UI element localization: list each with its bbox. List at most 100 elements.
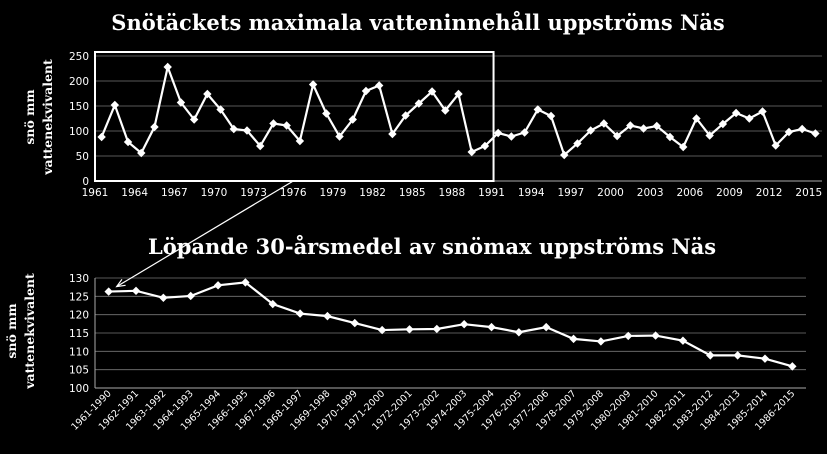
top-data-point bbox=[295, 136, 305, 146]
top-data-point bbox=[811, 129, 820, 138]
top-data-point bbox=[110, 100, 120, 110]
bottom-data-point bbox=[706, 351, 715, 360]
top-data-point bbox=[705, 131, 714, 140]
top-y-tick-label: 250 bbox=[69, 51, 89, 63]
top-data-point bbox=[163, 62, 172, 72]
bottom-data-point bbox=[350, 318, 359, 328]
top-data-point bbox=[401, 111, 410, 120]
top-data-point bbox=[123, 137, 133, 147]
top-data-point bbox=[374, 81, 384, 90]
bottom-data-point bbox=[733, 351, 742, 360]
top-y-tick-label: 100 bbox=[69, 126, 89, 138]
bottom-plot-area: 1001051101151201251301961-19901962-19911… bbox=[69, 180, 806, 433]
top-data-point bbox=[784, 127, 794, 137]
bottom-data-point bbox=[241, 278, 250, 287]
bottom-data-point bbox=[323, 311, 332, 321]
bottom-y-tick-label: 120 bbox=[69, 310, 89, 322]
top-data-point bbox=[388, 129, 397, 139]
bottom-chart-title: Löpande 30-årsmedel av snömax uppströms … bbox=[148, 234, 716, 259]
top-data-point bbox=[137, 148, 146, 158]
top-x-tick-label: 1994 bbox=[518, 187, 545, 199]
top-x-tick-label: 1982 bbox=[359, 187, 386, 199]
top-data-point bbox=[612, 131, 622, 141]
top-x-tick-label: 2009 bbox=[716, 187, 743, 199]
top-x-tick-label: 1967 bbox=[161, 187, 188, 199]
top-data-point bbox=[335, 132, 344, 141]
top-x-tick-label: 2003 bbox=[637, 187, 664, 199]
top-data-point bbox=[414, 99, 424, 108]
bottom-data-point bbox=[678, 336, 688, 345]
bottom-y-tick-label: 115 bbox=[69, 328, 89, 340]
bottom-y-tick-label: 130 bbox=[69, 273, 89, 285]
top-data-point bbox=[480, 141, 490, 151]
top-data-point bbox=[427, 87, 437, 96]
top-data-point bbox=[560, 150, 569, 160]
top-x-tick-label: 1970 bbox=[201, 187, 228, 199]
top-x-tick-label: 1976 bbox=[280, 187, 307, 199]
top-data-point bbox=[586, 126, 595, 135]
top-data-point bbox=[216, 105, 225, 114]
bottom-data-point bbox=[596, 337, 606, 346]
top-y-axis-label-line2: vattenekvivalent bbox=[40, 59, 55, 176]
top-data-point bbox=[652, 121, 661, 131]
top-data-point bbox=[573, 139, 582, 148]
top-data-point bbox=[797, 124, 807, 134]
top-x-tick-label: 2006 bbox=[676, 187, 703, 199]
top-data-point bbox=[507, 132, 516, 141]
top-data-point bbox=[229, 124, 238, 134]
top-data-point bbox=[282, 121, 291, 130]
top-data-point bbox=[454, 89, 463, 99]
bottom-data-point bbox=[377, 325, 387, 335]
reference-period-box bbox=[94, 51, 495, 182]
top-data-point bbox=[348, 115, 357, 124]
top-series-line bbox=[100, 63, 816, 157]
top-data-point bbox=[718, 119, 728, 129]
bottom-data-point bbox=[487, 322, 496, 332]
top-x-tick-label: 1988 bbox=[439, 187, 466, 199]
top-y-tick-label: 150 bbox=[69, 101, 89, 113]
top-data-point bbox=[599, 119, 609, 128]
bottom-y-axis-label-line1: snö mm bbox=[4, 303, 19, 358]
bottom-data-point bbox=[104, 287, 113, 296]
bottom-data-point bbox=[295, 309, 305, 318]
top-chart-title: Snötäckets maximala vatteninnehåll uppst… bbox=[111, 10, 724, 35]
top-x-tick-label: 2015 bbox=[795, 187, 822, 199]
top-data-point bbox=[771, 141, 780, 150]
top-x-tick-label: 1997 bbox=[557, 187, 584, 199]
top-data-point bbox=[322, 109, 331, 118]
bottom-data-point bbox=[459, 320, 469, 329]
bottom-data-point bbox=[542, 322, 551, 332]
top-data-point bbox=[467, 147, 476, 157]
bottom-data-point bbox=[569, 334, 578, 344]
top-data-point bbox=[665, 132, 675, 142]
bottom-data-point bbox=[405, 325, 414, 334]
top-x-tick-label: 1961 bbox=[82, 187, 109, 199]
top-data-point bbox=[242, 126, 252, 135]
bottom-data-point bbox=[788, 362, 797, 371]
top-data-point bbox=[546, 111, 556, 121]
top-data-point bbox=[493, 128, 503, 138]
bottom-y-tick-label: 100 bbox=[69, 383, 89, 395]
bottom-y-tick-label: 105 bbox=[69, 365, 89, 377]
reference-arrow-head bbox=[115, 278, 126, 288]
bottom-y-axis-label-line2: vattenekvivalent bbox=[22, 273, 37, 390]
top-y-axis-label-line1: snö mm bbox=[22, 89, 37, 144]
top-data-point bbox=[203, 89, 212, 99]
bottom-data-point bbox=[131, 286, 141, 296]
top-data-point bbox=[361, 86, 371, 96]
top-y-tick-label: 0 bbox=[82, 176, 89, 188]
bottom-y-tick-label: 110 bbox=[69, 346, 89, 358]
top-data-point bbox=[533, 105, 543, 114]
bottom-data-point bbox=[514, 328, 524, 337]
top-y-tick-label: 200 bbox=[69, 76, 89, 88]
bottom-data-point bbox=[624, 331, 633, 341]
top-data-point bbox=[97, 132, 106, 142]
bottom-data-point bbox=[268, 299, 277, 309]
top-data-point bbox=[679, 142, 688, 152]
top-x-tick-label: 1991 bbox=[478, 187, 505, 199]
top-data-point bbox=[520, 128, 529, 137]
top-data-point bbox=[256, 141, 265, 151]
bottom-data-point bbox=[186, 291, 195, 301]
top-plot-area: 0 50 100 150 200 250 1961 1964 1967 1970 1973 1976 1… bbox=[69, 51, 822, 199]
